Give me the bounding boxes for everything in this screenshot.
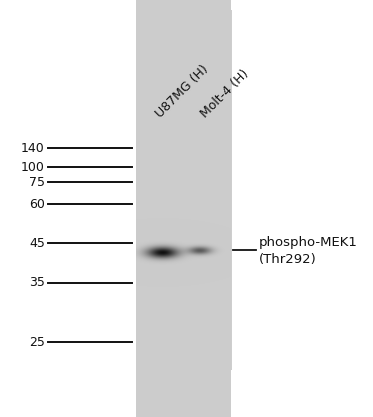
- Text: 35: 35: [29, 276, 45, 289]
- Text: U87MG (H): U87MG (H): [153, 62, 211, 120]
- Text: 45: 45: [29, 236, 45, 249]
- Text: 140: 140: [21, 141, 45, 155]
- Text: phospho-MEK1: phospho-MEK1: [259, 236, 358, 249]
- Text: 100: 100: [21, 161, 45, 173]
- Text: Molt-4 (H): Molt-4 (H): [198, 67, 251, 120]
- Bar: [136, 10, 231, 370]
- Text: (Thr292): (Thr292): [259, 253, 317, 266]
- Text: 60: 60: [29, 198, 45, 211]
- Text: 25: 25: [29, 336, 45, 349]
- Text: 75: 75: [29, 176, 45, 188]
